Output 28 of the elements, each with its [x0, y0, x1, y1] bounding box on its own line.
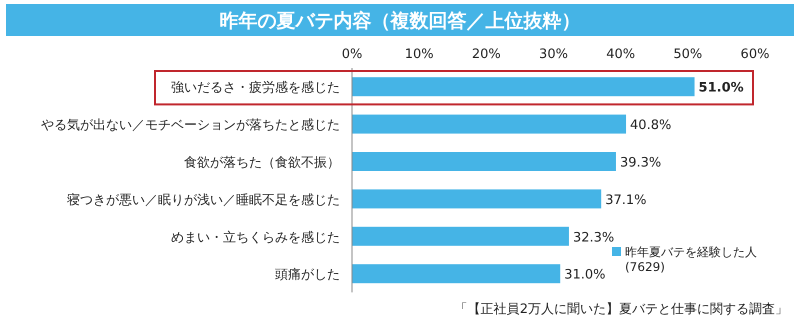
x-tick-label: 0% — [342, 47, 362, 62]
y-tick-label: 強いだるさ・疲労感を感じた — [171, 80, 340, 96]
y-tick-label: 寝つきが悪い／眠りが浅い／睡眠不足を感じた — [67, 192, 340, 208]
bar — [352, 226, 569, 246]
text: 40.8% — [630, 118, 672, 134]
bar — [352, 77, 695, 96]
text: 31.0% — [564, 268, 606, 283]
y-tick-label: めまい・立ちくらみを感じた — [171, 229, 340, 246]
x-tick-label: 10% — [404, 47, 434, 62]
text: 51.0% — [698, 80, 744, 96]
x-tick-label: 30% — [539, 47, 568, 62]
text: 「【正社員2万人に聞いた】夏バテと仕事に関する調査」 — [454, 302, 788, 317]
text: 37.1% — [605, 192, 646, 208]
y-tick-label: やる気が出ない／モチベーションが落ちたと感じた — [41, 118, 340, 134]
bar — [352, 152, 616, 171]
bar — [352, 264, 560, 284]
bar — [352, 189, 602, 208]
y-tick-label: 頭痛がした — [275, 268, 340, 283]
x-tick-label: 20% — [472, 47, 501, 62]
x-tick-label: 50% — [673, 47, 702, 62]
x-tick-label: 40% — [606, 47, 636, 62]
chart-title: 昨年の夏バテ内容（複数回答／上位抜粋） — [220, 10, 580, 32]
bar — [352, 114, 626, 134]
legend: 昨年夏バテを経験した人 (7629) — [612, 245, 757, 274]
text: 32.3% — [572, 230, 614, 246]
x-tick-label: 60% — [740, 47, 770, 62]
y-tick-label: 食欲が落ちた（食欲不振） — [184, 156, 340, 170]
text: 39.3% — [620, 156, 662, 170]
